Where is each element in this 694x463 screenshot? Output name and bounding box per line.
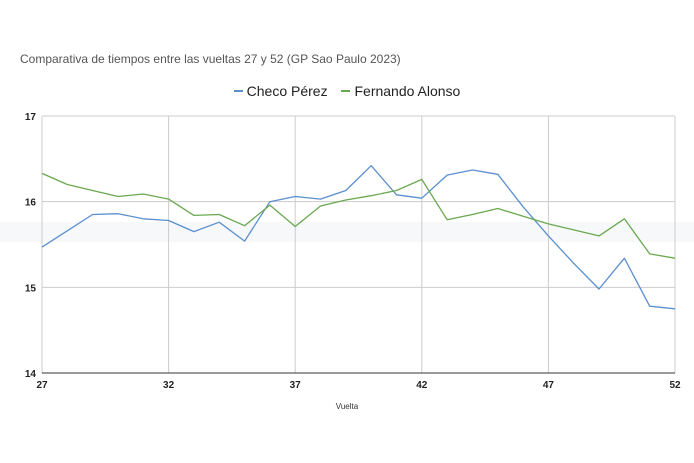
x-axis-label: Vuelta (335, 402, 359, 411)
x-tick-label: 52 (669, 380, 681, 391)
x-tick-label: 37 (290, 380, 302, 391)
legend-item-alonso[interactable]: Fernando Alonso (341, 83, 460, 99)
legend-swatch-alonso (341, 90, 351, 92)
legend-swatch-perez (233, 90, 243, 92)
x-tick-label: 42 (416, 380, 428, 391)
chart-title: Comparativa de tiempos entre las vueltas… (20, 52, 401, 66)
x-tick-label: 47 (543, 380, 555, 391)
series-line-alonso (41, 172, 676, 259)
legend-label-alonso: Fernando Alonso (354, 83, 461, 99)
watermark-band (0, 222, 694, 242)
y-tick-label: 17 (25, 112, 37, 123)
y-tick-label: 14 (25, 369, 37, 380)
legend-label-perez: Checo Pérez (246, 83, 328, 99)
x-tick-label: 32 (163, 380, 175, 391)
series-line-perez (41, 165, 676, 310)
y-tick-label: 16 (25, 198, 37, 209)
legend-item-perez[interactable]: Checo Pérez (233, 83, 328, 99)
y-tick-label: 15 (25, 283, 37, 294)
chart-legend: Checo Pérez Fernando Alonso (0, 79, 694, 99)
x-tick-label: 27 (36, 380, 48, 391)
